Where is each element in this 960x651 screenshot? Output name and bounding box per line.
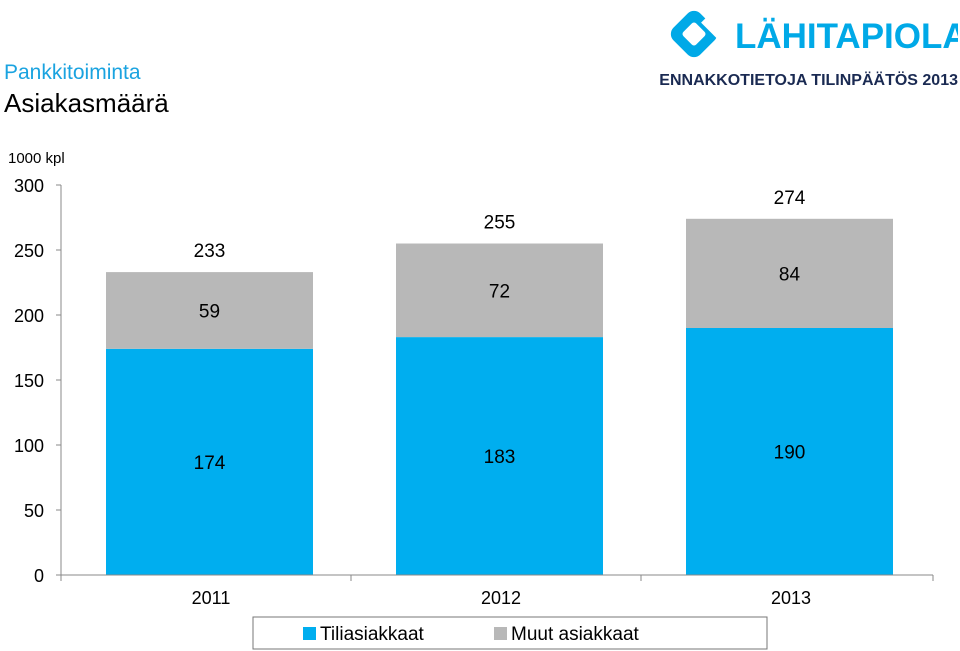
- y-axis-label: 1000 kpl: [8, 150, 65, 167]
- data-label-muut-asiakkaat: 59: [199, 301, 220, 322]
- x-tick-label: 2013: [771, 588, 811, 608]
- y-tick-label: 0: [34, 566, 44, 586]
- x-tick-label: 2011: [192, 588, 231, 608]
- legend-swatch-muut-asiakkaat: [494, 627, 507, 640]
- data-label-tiliasiakkaat: 183: [484, 447, 516, 468]
- report-label: ENNAKKOTIETOJA TILINPÄÄTÖS 2013: [659, 72, 958, 89]
- page-title: Pankkitoiminta: [4, 61, 141, 84]
- bar-muut-asiakkaat-2011: [106, 272, 313, 349]
- y-tick-label: 100: [14, 436, 44, 456]
- y-ticks: 0 50 100 150 200 250 300: [14, 176, 62, 586]
- data-labels: 174 59 233 183 72 255 190 84 274: [194, 188, 806, 474]
- lahitapiola-logo-icon: [670, 10, 729, 58]
- y-tick-label: 200: [14, 306, 44, 326]
- bar-tiliasiakkaat-2011: [106, 348, 313, 575]
- legend-box: [252, 616, 768, 650]
- header-left: Pankkitoiminta Asiakasmäärä: [4, 60, 169, 120]
- data-label-total: 233: [194, 241, 226, 262]
- y-tick-label: 300: [14, 176, 44, 196]
- legend-label-muut-asiakkaat: Muut asiakkaat: [511, 624, 640, 645]
- bars: [106, 218, 893, 575]
- legend: Tiliasiakkaat Muut asiakkaat: [252, 616, 768, 650]
- data-label-tiliasiakkaat: 174: [194, 453, 226, 474]
- data-label-total: 255: [484, 213, 516, 234]
- x-tick-label: 2012: [481, 588, 521, 608]
- bar-muut-asiakkaat-2012: [396, 243, 603, 338]
- legend-swatch-tiliasiakkaat: [303, 627, 316, 640]
- x-axis: 2011 2012 2013: [60, 574, 934, 608]
- bar-muut-asiakkaat-2013: [686, 218, 893, 328]
- y-tick-label: 50: [24, 501, 44, 521]
- bar-tiliasiakkaat-2013: [686, 328, 893, 575]
- lahitapiola-logo: LÄHITAPIOLA: [670, 10, 958, 58]
- legend-label-tiliasiakkaat: Tiliasiakkaat: [320, 624, 425, 645]
- logo-text: LÄHITAPIOLA: [735, 17, 958, 56]
- data-label-tiliasiakkaat: 190: [774, 443, 806, 464]
- bar-tiliasiakkaat-2012: [396, 337, 603, 575]
- y-tick-label: 250: [14, 241, 44, 261]
- data-label-muut-asiakkaat: 84: [779, 264, 801, 285]
- bar-chart: 1000 kpl 0 50 100 150 200 250 300 174 59 233 183 7…: [8, 150, 934, 650]
- data-label-muut-asiakkaat: 72: [489, 281, 510, 302]
- page-subtitle: Asiakasmäärä: [4, 88, 169, 118]
- y-tick-label: 150: [14, 371, 44, 391]
- data-label-total: 274: [774, 188, 806, 209]
